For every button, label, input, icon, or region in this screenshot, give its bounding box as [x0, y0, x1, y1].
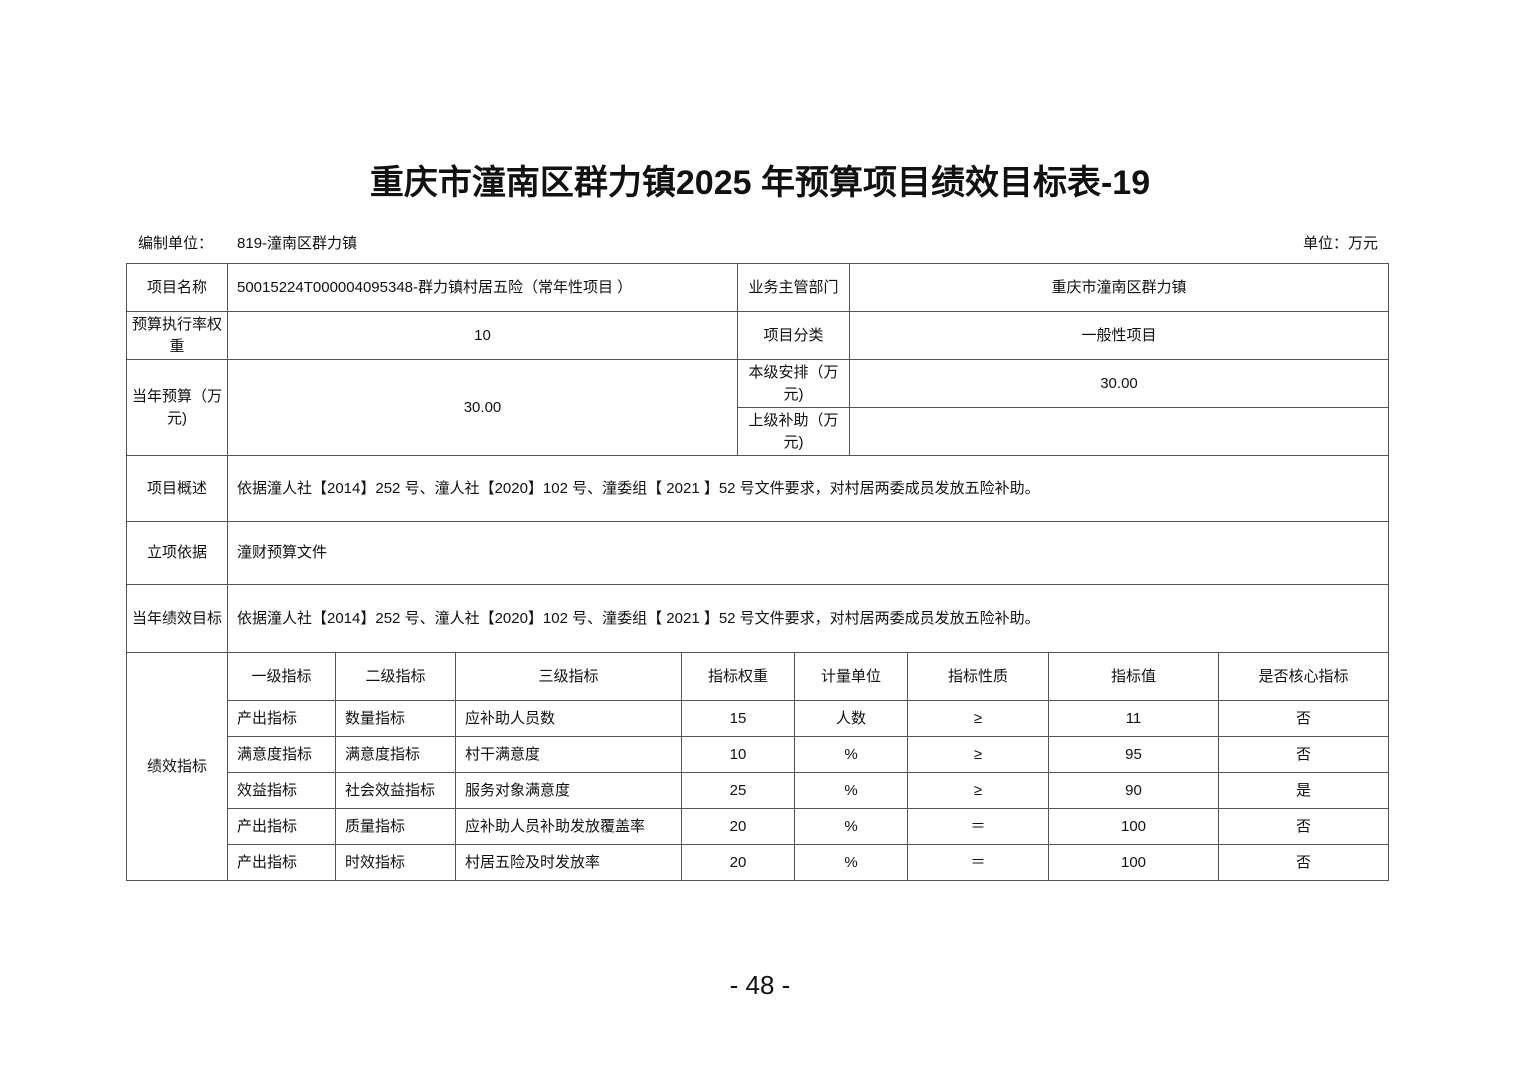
- level1: 产出指标: [227, 844, 336, 881]
- level3: 应补助人员数: [455, 700, 682, 737]
- table-row: 效益指标 社会效益指标 服务对象满意度 25 % ≥ 90 是: [127, 772, 1389, 809]
- unit: %: [794, 844, 908, 881]
- header-level1: 一级指标: [227, 652, 336, 701]
- metrics-label: 绩效指标: [126, 652, 228, 881]
- compiling-unit-value: 819-潼南区群力镇: [237, 235, 358, 252]
- nature: ≥: [907, 700, 1049, 737]
- value: 100: [1048, 844, 1219, 881]
- goal-value: 依据潼人社【2014】252 号、潼人社【2020】102 号、潼委组【 202…: [227, 584, 1389, 653]
- project-info-table: 项目名称 50015224T000004095348-群力镇村居五险（常年性项目…: [126, 263, 1389, 653]
- table-row: 产出指标 时效指标 村居五险及时发放率 20 % ＝ 100 否: [127, 844, 1389, 881]
- level1: 产出指标: [227, 700, 336, 737]
- header-nature: 指标性质: [907, 652, 1049, 701]
- unit: %: [794, 736, 908, 773]
- level1: 满意度指标: [227, 736, 336, 773]
- dept-label: 业务主管部门: [737, 263, 850, 312]
- local-label: 本级安排（万元): [737, 359, 850, 408]
- level1: 效益指标: [227, 772, 336, 809]
- header-weight: 指标权重: [681, 652, 795, 701]
- metrics-header-row: 绩效指标 一级指标 二级指标 三级指标 指标权重 计量单位 指标性质 指标值 是…: [126, 652, 1389, 881]
- header-core: 是否核心指标: [1218, 652, 1389, 701]
- dept-value: 重庆市潼南区群力镇: [849, 263, 1389, 312]
- budget-label: 当年预算（万元): [126, 359, 228, 456]
- value: 11: [1048, 700, 1219, 737]
- level2: 满意度指标: [335, 736, 456, 773]
- weight: 15: [681, 700, 795, 737]
- nature: ＝: [907, 808, 1049, 845]
- core: 是: [1218, 772, 1389, 809]
- overview-label: 项目概述: [126, 455, 228, 522]
- level3: 村居五险及时发放率: [455, 844, 682, 881]
- upper-value: [849, 407, 1389, 456]
- nature: ≥: [907, 736, 1049, 773]
- weight: 20: [681, 808, 795, 845]
- level2: 数量指标: [335, 700, 456, 737]
- unit: %: [794, 772, 908, 809]
- header-unit: 计量单位: [794, 652, 908, 701]
- core: 否: [1218, 700, 1389, 737]
- header-level2: 二级指标: [335, 652, 456, 701]
- weight: 20: [681, 844, 795, 881]
- level3: 应补助人员补助发放覆盖率: [455, 808, 682, 845]
- basis-value: 潼财预算文件: [227, 521, 1389, 585]
- core: 否: [1218, 808, 1389, 845]
- upper-label: 上级补助（万元): [737, 407, 850, 456]
- category-value: 一般性项目: [849, 311, 1389, 360]
- metrics-table: 绩效指标 一级指标 二级指标 三级指标 指标权重 计量单位 指标性质 指标值 是…: [126, 652, 1389, 881]
- table-row: 满意度指标 满意度指标 村干满意度 10 % ≥ 95 否: [127, 736, 1389, 773]
- unit: 人数: [794, 700, 908, 737]
- budget-value: 30.00: [227, 359, 738, 456]
- basis-label: 立项依据: [126, 521, 228, 585]
- level2: 社会效益指标: [335, 772, 456, 809]
- local-value: 30.00: [849, 359, 1389, 408]
- project-name-label: 项目名称: [126, 263, 228, 312]
- compiling-unit-label: 编制单位：: [138, 235, 214, 252]
- currency-unit: 单位：万元: [1302, 235, 1378, 252]
- level3: 服务对象满意度: [455, 772, 682, 809]
- level1: 产出指标: [227, 808, 336, 845]
- unit: %: [794, 808, 908, 845]
- header-level3: 三级指标: [455, 652, 682, 701]
- overview-value: 依据潼人社【2014】252 号、潼人社【2020】102 号、潼委组【 202…: [227, 455, 1389, 522]
- value: 100: [1048, 808, 1219, 845]
- nature: ＝: [907, 844, 1049, 881]
- compiling-unit: 编制单位： 819-潼南区群力镇: [138, 232, 381, 253]
- core: 否: [1218, 736, 1389, 773]
- value: 95: [1048, 736, 1219, 773]
- level3: 村干满意度: [455, 736, 682, 773]
- page-title: 重庆市潼南区群力镇2025 年预算项目绩效目标表-19: [369, 164, 1151, 202]
- header-value: 指标值: [1048, 652, 1219, 701]
- level2: 时效指标: [335, 844, 456, 881]
- project-name: 50015224T000004095348-群力镇村居五险（常年性项目 ）: [227, 263, 738, 312]
- weight: 10: [681, 736, 795, 773]
- goal-label: 当年绩效目标: [126, 584, 228, 653]
- level2: 质量指标: [335, 808, 456, 845]
- weight-label: 预算执行率权重: [126, 311, 228, 360]
- nature: ≥: [907, 772, 1049, 809]
- page-number: - 48 -: [729, 970, 791, 1000]
- weight: 25: [681, 772, 795, 809]
- weight-value: 10: [227, 311, 738, 360]
- category-label: 项目分类: [737, 311, 850, 360]
- table-row: 产出指标 质量指标 应补助人员补助发放覆盖率 20 % ＝ 100 否: [127, 808, 1389, 845]
- value: 90: [1048, 772, 1219, 809]
- table-row: 产出指标 数量指标 应补助人员数 15 人数 ≥ 11 否: [127, 700, 1389, 737]
- core: 否: [1218, 844, 1389, 881]
